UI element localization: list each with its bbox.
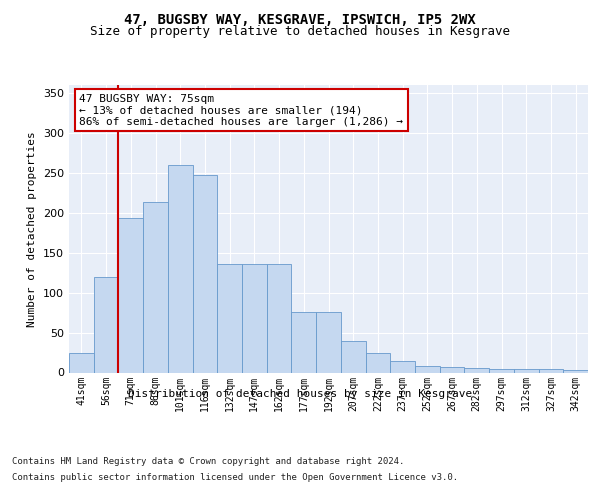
Bar [94, 276, 118, 372]
Bar [69, 352, 94, 372]
Y-axis label: Number of detached properties: Number of detached properties [28, 131, 37, 326]
Bar [440, 367, 464, 372]
Bar [242, 264, 267, 372]
Bar [415, 366, 440, 372]
Bar [267, 264, 292, 372]
Text: Size of property relative to detached houses in Kesgrave: Size of property relative to detached ho… [90, 25, 510, 38]
Text: 47, BUGSBY WAY, KESGRAVE, IPSWICH, IP5 2WX: 47, BUGSBY WAY, KESGRAVE, IPSWICH, IP5 2… [124, 12, 476, 26]
Bar [390, 360, 415, 372]
Text: 47 BUGSBY WAY: 75sqm
← 13% of detached houses are smaller (194)
86% of semi-deta: 47 BUGSBY WAY: 75sqm ← 13% of detached h… [79, 94, 403, 127]
Bar [464, 368, 489, 372]
Bar [168, 165, 193, 372]
Bar [316, 312, 341, 372]
Text: Contains HM Land Registry data © Crown copyright and database right 2024.: Contains HM Land Registry data © Crown c… [12, 458, 404, 466]
Bar [365, 352, 390, 372]
Bar [143, 202, 168, 372]
Bar [514, 370, 539, 372]
Bar [563, 370, 588, 372]
Bar [193, 175, 217, 372]
Bar [118, 218, 143, 372]
Text: Contains public sector information licensed under the Open Government Licence v3: Contains public sector information licen… [12, 472, 458, 482]
Bar [292, 312, 316, 372]
Bar [539, 370, 563, 372]
Bar [341, 342, 365, 372]
Bar [217, 264, 242, 372]
Text: Distribution of detached houses by size in Kesgrave: Distribution of detached houses by size … [128, 389, 472, 399]
Bar [489, 370, 514, 372]
